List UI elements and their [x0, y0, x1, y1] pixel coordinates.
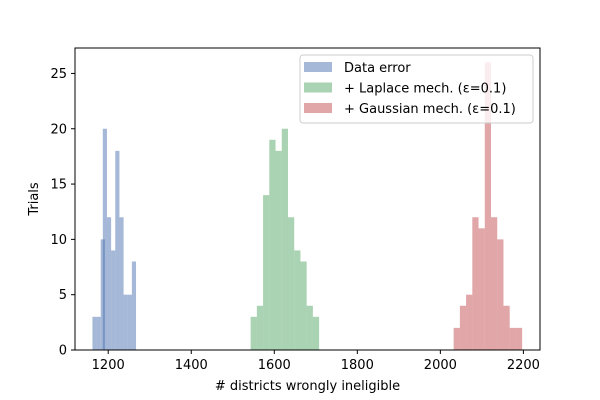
bar-gaussian-mech-0-1-9: [509, 327, 516, 350]
plot-frame: [74, 47, 541, 351]
bar-gaussian-mech-0-1-7: [497, 239, 504, 350]
y-axis-ticks: 0 5 10 15 20 25: [50, 67, 75, 359]
bar-laplace-mech-0-1-1: [256, 305, 264, 350]
y-axis-label: Trials: [27, 182, 42, 217]
histogram-bars: [92, 62, 523, 350]
bar-gaussian-mech-0-1-0: [453, 327, 460, 350]
bar-gaussian-mech-0-1-6: [491, 217, 498, 350]
bar-laplace-mech-0-1-8: [300, 261, 307, 350]
bar-laplace-mech-0-1-6: [287, 217, 295, 350]
bar-gaussian-mech-0-1-3: [472, 217, 479, 350]
x-tick-label: 2200: [507, 358, 540, 373]
bar-laplace-mech-0-1-9: [306, 305, 313, 350]
bar-laplace-mech-0-1-0: [250, 316, 257, 350]
bar-data-error-0: [92, 316, 97, 350]
bar-data-error-10: [131, 261, 137, 350]
bar-laplace-mech-0-1-5: [281, 128, 288, 350]
bar-data-error-4: [106, 217, 112, 350]
bar-gaussian-mech-0-1-4: [478, 228, 485, 350]
x-axis-ticks: 1200 1400 1600 1800 2000 2200: [92, 350, 540, 373]
legend-swatch-gaussian: [304, 103, 332, 113]
y-tick-label: 20: [50, 122, 67, 137]
y-tick-label: 5: [59, 288, 67, 303]
bar-gaussian-mech-0-1-10: [515, 327, 523, 350]
bar-gaussian-mech-0-1-8: [503, 305, 510, 350]
legend-swatch-laplace: [304, 82, 332, 93]
bar-data-error-1: [96, 316, 101, 350]
bar-laplace-mech-0-1-7: [294, 250, 301, 350]
legend-label-laplace: + Laplace mech. (ε=0.1): [344, 82, 506, 97]
x-tick-label: 2000: [424, 358, 457, 373]
x-tick-label: 1800: [341, 358, 374, 373]
bar-data-error-8: [123, 294, 128, 350]
x-tick-label: 1200: [92, 358, 125, 373]
legend-swatch-data-error: [304, 62, 332, 72]
bar-gaussian-mech-0-1-2: [466, 294, 473, 350]
legend-label-gaussian: + Gaussian mech. (ε=0.1): [344, 102, 516, 117]
legend-box: [299, 54, 534, 124]
bar-data-error-3: [102, 128, 107, 350]
bar-laplace-mech-0-1-10: [312, 316, 320, 350]
bar-laplace-mech-0-1-3: [269, 139, 276, 350]
y-tick-label: 15: [50, 178, 67, 193]
bar-gaussian-mech-0-1-1: [459, 305, 467, 350]
bar-data-error-9: [127, 294, 132, 350]
bar-laplace-mech-0-1-4: [275, 150, 282, 350]
x-axis-label: # districts wrongly ineligible: [215, 379, 400, 394]
y-tick-label: 10: [50, 233, 67, 248]
y-tick-label: 0: [59, 344, 67, 359]
bar-data-error-6: [115, 150, 120, 350]
bar-data-error-7: [119, 217, 124, 350]
x-tick-label: 1600: [258, 358, 291, 373]
legend: Data error + Laplace mech. (ε=0.1) + Gau…: [299, 54, 534, 124]
x-tick-label: 1400: [175, 358, 208, 373]
bar-laplace-mech-0-1-2: [263, 195, 270, 350]
y-tick-label: 25: [50, 67, 67, 82]
legend-label-data-error: Data error: [344, 61, 411, 76]
bar-gaussian-mech-0-1-5: [484, 62, 492, 350]
bar-data-error-5: [111, 250, 116, 350]
